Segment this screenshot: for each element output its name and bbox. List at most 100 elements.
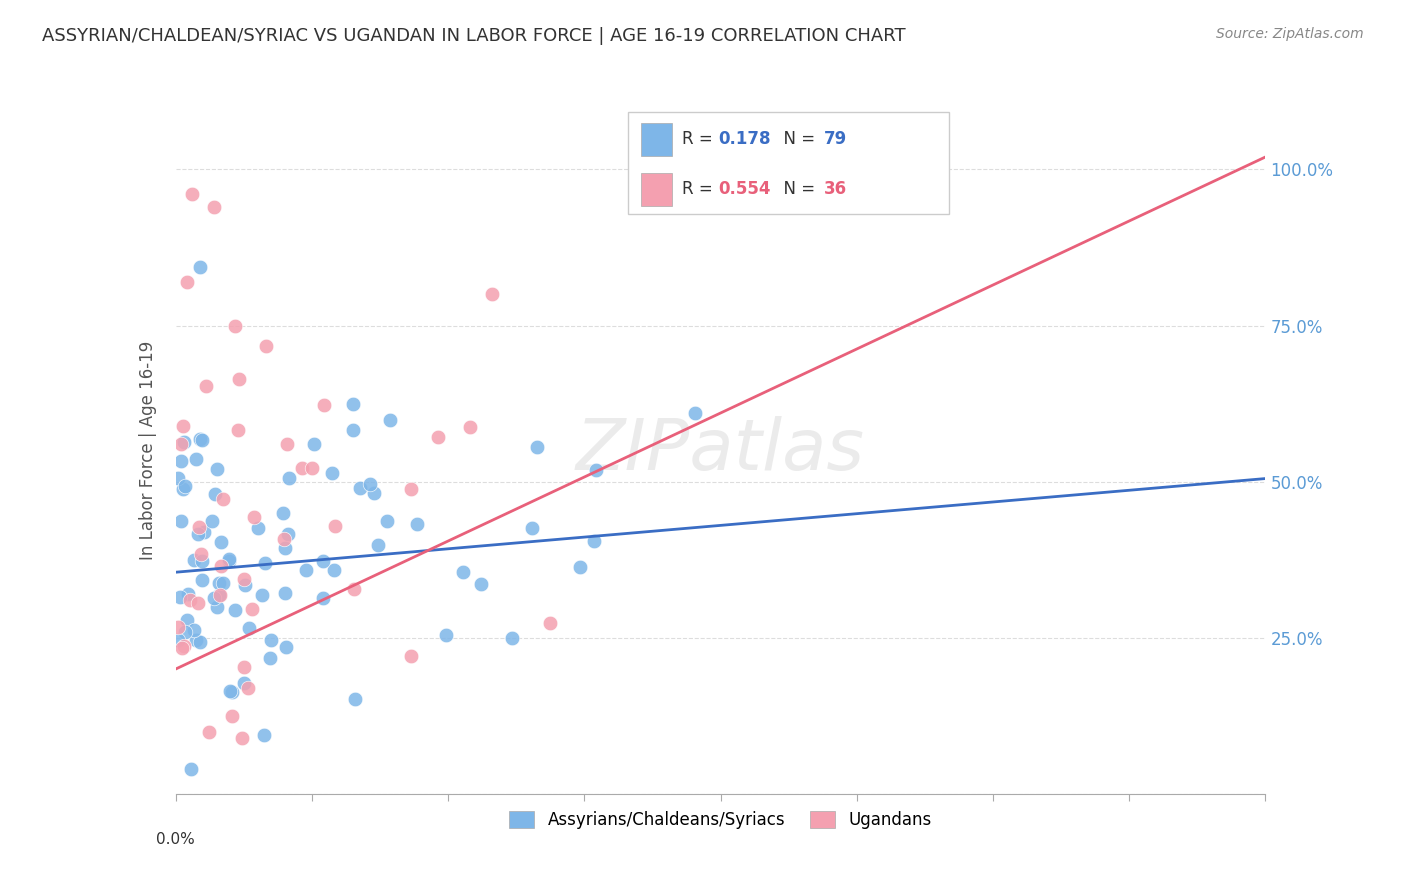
Point (405, 516, 427, 531)
Point (191, 573, 214, 587)
Point (226, 423, 249, 437)
Point (427, 430, 450, 444)
Point (231, 731, 253, 745)
Point (342, 397, 364, 411)
Y-axis label: In Labor Force | Age 16-19: In Labor Force | Age 16-19 (139, 341, 157, 560)
Point (218, 552, 240, 566)
Point (181, 187, 204, 202)
Text: R =: R = (682, 180, 718, 198)
Text: 0.554: 0.554 (718, 180, 770, 198)
Point (295, 563, 318, 577)
Text: 79: 79 (824, 130, 848, 148)
FancyBboxPatch shape (641, 123, 672, 156)
Point (224, 603, 246, 617)
Point (274, 640, 297, 655)
Point (367, 538, 389, 552)
Point (274, 585, 297, 599)
Point (470, 576, 492, 591)
Point (238, 621, 260, 635)
Point (314, 398, 336, 412)
Point (233, 577, 256, 591)
Point (273, 532, 295, 546)
Point (254, 339, 277, 353)
Point (209, 558, 232, 573)
Text: N =: N = (773, 180, 820, 198)
Point (176, 613, 198, 627)
Point (167, 470, 190, 484)
Point (526, 440, 548, 454)
Point (242, 510, 264, 524)
Point (174, 479, 197, 493)
Point (170, 514, 193, 528)
Point (170, 454, 193, 468)
Point (188, 432, 211, 446)
Point (253, 556, 276, 570)
Point (481, 287, 503, 301)
Point (522, 521, 544, 535)
Point (359, 477, 381, 491)
Point (228, 371, 250, 385)
Point (208, 575, 231, 590)
Point (568, 560, 591, 574)
Text: Source: ZipAtlas.com: Source: ZipAtlas.com (1216, 27, 1364, 41)
Point (174, 625, 197, 640)
Point (176, 275, 198, 289)
Point (302, 437, 325, 451)
Point (219, 683, 242, 698)
Point (172, 640, 194, 655)
Point (193, 524, 215, 539)
Point (180, 762, 202, 776)
Point (179, 593, 201, 607)
Point (349, 481, 371, 495)
Point (343, 692, 366, 706)
Point (363, 486, 385, 500)
Point (188, 520, 211, 534)
Text: ZIPatlas: ZIPatlas (576, 416, 865, 485)
Point (167, 619, 190, 633)
Point (184, 633, 207, 648)
Point (173, 639, 195, 653)
Point (246, 521, 269, 535)
Point (276, 437, 298, 451)
Point (378, 413, 401, 427)
Point (240, 602, 263, 616)
Point (259, 651, 281, 665)
Point (274, 541, 297, 555)
Point (188, 260, 211, 274)
Point (187, 527, 209, 541)
Point (343, 582, 366, 596)
Point (453, 565, 475, 579)
Point (342, 423, 364, 437)
Point (191, 554, 214, 568)
Point (209, 588, 232, 602)
Point (167, 632, 190, 647)
Point (312, 591, 335, 605)
Point (401, 648, 423, 663)
Point (501, 631, 523, 645)
Point (202, 200, 225, 214)
Point (191, 433, 214, 447)
Point (208, 588, 231, 602)
Point (253, 728, 276, 742)
FancyBboxPatch shape (628, 112, 949, 213)
Point (204, 486, 226, 500)
Point (221, 709, 243, 723)
Point (238, 681, 260, 695)
Point (375, 515, 398, 529)
Point (232, 676, 254, 690)
Point (259, 633, 281, 648)
Point (301, 460, 323, 475)
Point (184, 451, 207, 466)
Point (190, 547, 212, 561)
Point (201, 514, 224, 528)
Point (399, 482, 422, 496)
Point (434, 627, 457, 641)
Text: 0.0%: 0.0% (156, 831, 195, 847)
Point (211, 491, 233, 506)
Point (183, 553, 205, 567)
Point (322, 563, 344, 577)
Text: N =: N = (773, 130, 820, 148)
Point (195, 379, 218, 393)
Point (585, 463, 607, 477)
Text: ASSYRIAN/CHALDEAN/SYRIAC VS UGANDAN IN LABOR FORCE | AGE 16-19 CORRELATION CHART: ASSYRIAN/CHALDEAN/SYRIAC VS UGANDAN IN L… (42, 27, 905, 45)
